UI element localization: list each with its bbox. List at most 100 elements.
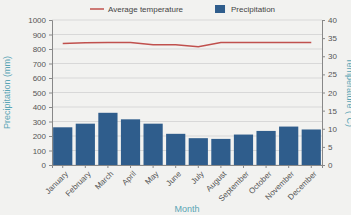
y-axis-title: Precipitation (mm) [2,56,12,129]
y2-axis-title: Temperature (°C) [345,58,351,127]
tick-label: July [189,169,205,185]
tick-mark [175,165,176,168]
tick-mark [243,165,244,168]
tick-mark [322,111,325,112]
tick-mark [49,151,52,152]
tick-mark [49,165,52,166]
tick-mark [49,136,52,137]
tick-label: 25 [328,70,337,79]
tick-label: June [164,169,183,188]
tick-mark [85,165,86,168]
tick: May [143,165,160,186]
bar [144,124,163,165]
tick-label: 0 [328,161,333,170]
grid-line [52,107,322,108]
plot-area: JanuaryFebruaryMarchAprilMayJuneJulyAugu… [28,16,337,203]
tick-label: December [286,169,319,202]
grid [52,20,322,165]
tick: 900 [33,31,52,40]
grid-line [52,78,322,79]
tick-mark [49,49,52,50]
tick: 0 [42,161,52,170]
tick: 25 [322,70,337,79]
tick-label: 1000 [28,16,46,25]
tick: 300 [33,118,52,127]
tick-label: 0 [42,161,47,170]
axis-line [53,166,323,169]
bar [302,129,321,165]
tick: 100 [33,147,52,156]
tick: 800 [33,45,52,54]
tick: February [64,165,93,198]
tick: March [93,165,115,191]
legend-item: Average temperature [90,5,184,14]
tick-label: 15 [328,107,337,116]
tick: April [120,165,138,187]
tick: June [164,165,183,188]
tick-label: 5 [328,143,333,152]
tick-mark [288,165,289,168]
tick-mark [153,165,154,168]
tick: 5 [322,143,333,152]
tick-label: 10 [328,125,337,134]
tick: 15 [322,107,337,116]
tick: 0 [322,161,333,170]
y2-axis: 0510152025303540 [322,16,337,170]
x-axis: JanuaryFebruaryMarchAprilMayJuneJulyAugu… [44,165,323,203]
tick-label: 35 [328,34,337,43]
tick-label: February [64,169,93,198]
tick-mark [49,20,52,21]
tick-mark [49,93,52,94]
tick-label: 100 [33,147,47,156]
bar [279,127,298,165]
legend: Average temperature Precipitation [90,5,275,14]
tick: 35 [322,34,337,43]
chart: JanuaryFebruaryMarchAprilMayJuneJulyAugu… [0,0,351,215]
tick-mark [311,165,312,168]
grid-line [52,20,322,21]
legend-item: Precipitation [215,5,275,14]
bars [53,113,321,165]
bar [166,134,185,165]
tick-label: 400 [33,103,47,112]
line [63,42,312,46]
legend-swatch [90,8,104,10]
x-axis-title: Month [174,204,199,214]
tick-label: 900 [33,31,47,40]
grid-line [52,63,322,64]
grid-line [52,49,322,50]
tick-label: 200 [33,132,47,141]
legend-label: Precipitation [231,5,275,14]
tick-mark [322,165,325,166]
tick-label: 30 [328,52,337,61]
bar [234,135,253,165]
tick-mark [322,38,325,39]
tick: 400 [33,103,52,112]
tick-mark [49,78,52,79]
tick: 30 [322,52,337,61]
tick-mark [62,165,63,168]
tick-label: 600 [33,74,47,83]
bar [256,131,275,165]
tick: 1000 [28,16,52,25]
tick-label: May [143,169,160,186]
tick-label: September [217,169,251,203]
bar [211,139,230,165]
legend-swatch [215,5,225,13]
bar [98,113,117,165]
tick-mark [322,56,325,57]
tick-mark [49,122,52,123]
tick-label: 20 [328,89,337,98]
tick-mark [130,165,131,168]
tick: 600 [33,74,52,83]
axis-line [49,21,53,166]
tick: September [217,165,251,203]
tick-label: 700 [33,60,47,69]
tick-mark [107,165,108,168]
tick: July [189,165,205,186]
grid-line [52,92,322,93]
grid-line [52,34,322,35]
tick: 700 [33,60,52,69]
tick-mark [198,165,199,168]
bar [76,124,95,165]
